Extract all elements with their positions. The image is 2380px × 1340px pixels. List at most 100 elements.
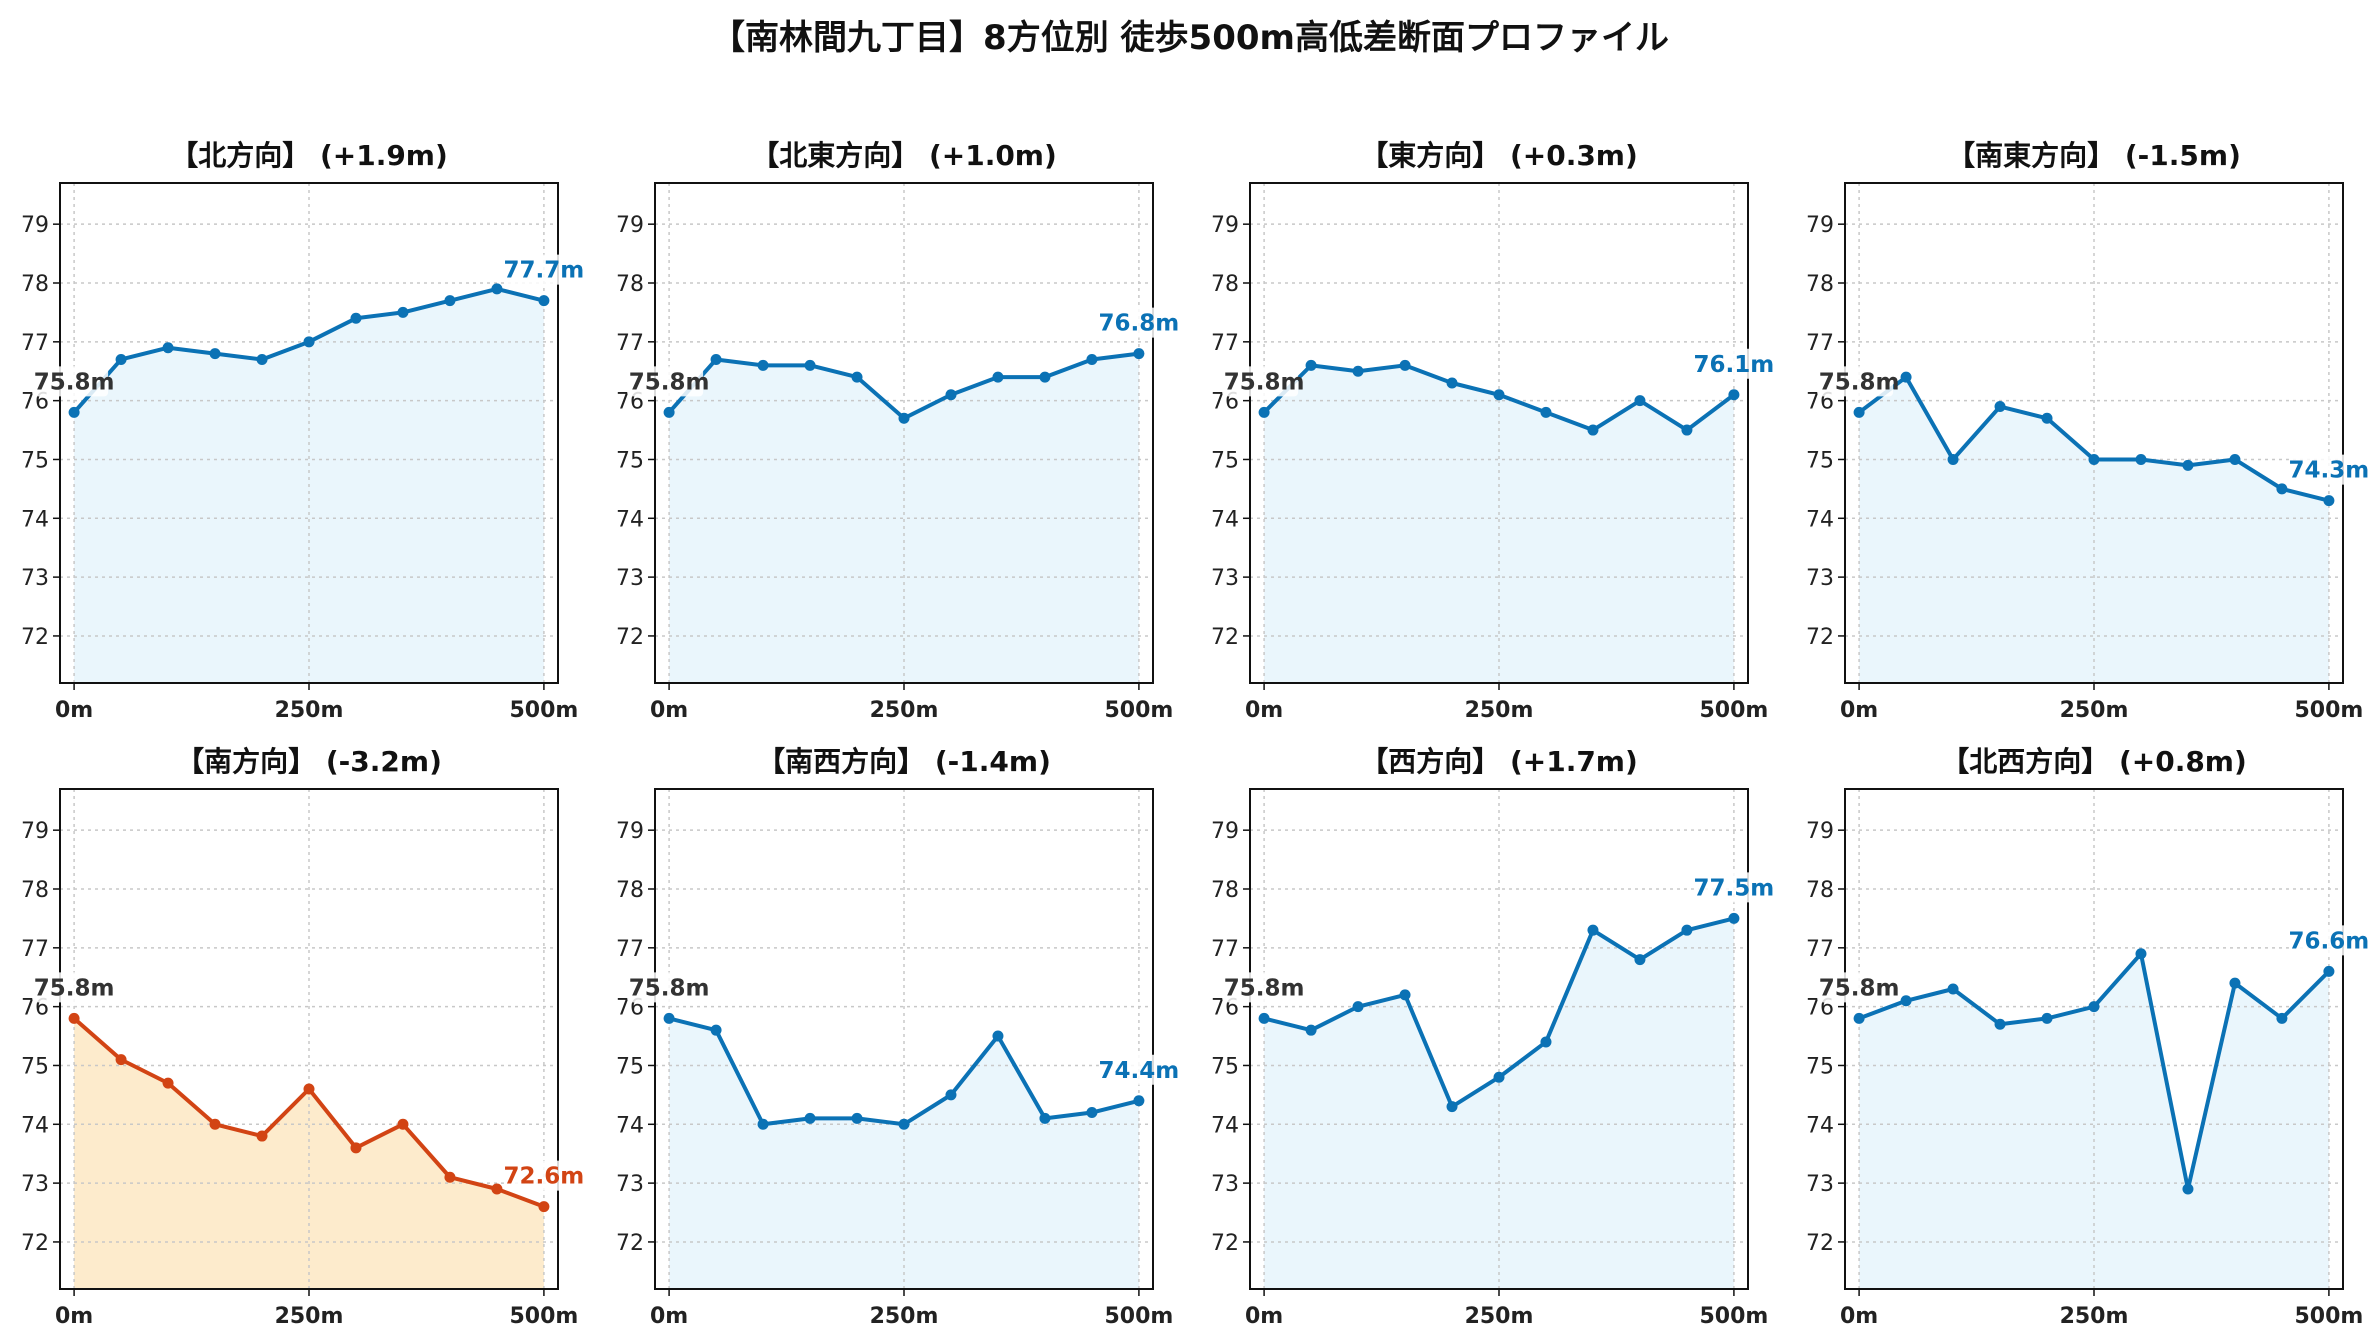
chart-title: 【南方向】 (-3.2m)	[176, 745, 442, 778]
data-point	[1493, 389, 1505, 401]
data-point	[68, 1012, 80, 1024]
data-point	[1947, 453, 1959, 465]
y-tick-label: 79	[1806, 819, 1834, 844]
start-label-background	[1222, 366, 1299, 397]
data-point	[1133, 348, 1145, 360]
x-tick-label: 0m	[55, 698, 93, 723]
data-point	[1039, 1112, 1051, 1124]
grid-lines	[1250, 183, 1748, 683]
data-point	[992, 1030, 1004, 1042]
x-tick-label: 500m	[509, 698, 578, 723]
x-tick-label: 0m	[1245, 698, 1283, 723]
y-tick-label: 73	[1806, 566, 1834, 591]
data-point	[303, 336, 315, 348]
y-tick-label: 73	[1806, 1172, 1834, 1197]
data-point	[898, 412, 910, 424]
data-point	[757, 359, 769, 371]
chart-title: 【南東方向】 (-1.5m)	[1947, 139, 2241, 172]
y-tick-label: 79	[616, 213, 644, 238]
y-tick-label: 72	[616, 1231, 644, 1256]
data-point	[209, 1118, 221, 1130]
y-tick-label: 77	[616, 937, 644, 962]
y-tick-label: 77	[1211, 937, 1239, 962]
data-point	[2041, 412, 2053, 424]
data-point	[710, 1024, 722, 1036]
data-point	[1399, 989, 1411, 1001]
x-tick-label: 250m	[275, 1304, 344, 1329]
y-tick-label: 77	[1806, 331, 1834, 356]
y-tick-label: 77	[616, 331, 644, 356]
data-point	[397, 306, 409, 318]
y-tick-label: 74	[616, 507, 644, 532]
y-tick-label: 79	[1211, 819, 1239, 844]
data-point	[1540, 1036, 1552, 1048]
y-tick-label: 78	[21, 272, 49, 297]
x-tick-label: 0m	[1840, 698, 1878, 723]
data-point	[1258, 406, 1270, 418]
data-point	[162, 1077, 174, 1089]
data-point	[804, 1112, 816, 1124]
y-tick-label: 72	[1806, 1231, 1834, 1256]
end-elevation-label: 76.1m	[1694, 352, 1775, 378]
area-fill	[1264, 365, 1734, 683]
y-tick-label: 73	[616, 566, 644, 591]
y-tick-label: 77	[21, 937, 49, 962]
start-elevation-label: 75.8m	[1819, 369, 1900, 395]
y-tick-label: 79	[21, 819, 49, 844]
y-tick-label: 78	[1806, 878, 1834, 903]
y-tick-label: 73	[21, 566, 49, 591]
x-tick-label: 250m	[1465, 698, 1534, 723]
start-label-background	[1222, 972, 1299, 1003]
data-point	[2229, 977, 2241, 989]
start-label-background	[1817, 972, 1894, 1003]
y-tick-label: 72	[21, 625, 49, 650]
data-point	[851, 371, 863, 383]
x-tick-label: 500m	[2294, 698, 2363, 723]
data-point	[2323, 495, 2335, 507]
x-tick-label: 250m	[275, 698, 344, 723]
grid-lines	[1250, 789, 1748, 1289]
y-tick-label: 74	[21, 1113, 49, 1138]
y-tick-label: 74	[1211, 1113, 1239, 1138]
data-point	[1446, 1101, 1458, 1113]
data-point	[1728, 912, 1740, 924]
end-elevation-label: 72.6m	[504, 1164, 585, 1190]
x-tick-label: 500m	[2294, 1304, 2363, 1329]
data-point	[1493, 1071, 1505, 1083]
chart-title: 【西方向】 (+1.7m)	[1360, 745, 1638, 778]
start-elevation-label: 75.8m	[629, 975, 710, 1001]
y-tick-label: 73	[616, 1172, 644, 1197]
y-tick-label: 78	[616, 272, 644, 297]
x-tick-label: 250m	[2060, 698, 2129, 723]
data-point	[804, 359, 816, 371]
y-tick-label: 77	[1211, 331, 1239, 356]
x-tick-label: 250m	[1465, 1304, 1534, 1329]
end-label-background	[1693, 348, 1770, 379]
data-point	[1634, 395, 1646, 407]
data-point	[2323, 965, 2335, 977]
y-tick-label: 75	[1211, 448, 1239, 473]
x-tick-label: 0m	[1840, 1304, 1878, 1329]
data-point	[1305, 1024, 1317, 1036]
data-point	[851, 1112, 863, 1124]
data-point	[1681, 924, 1693, 936]
data-point	[663, 1012, 675, 1024]
y-tick-label: 79	[1211, 213, 1239, 238]
start-elevation-label: 75.8m	[1224, 369, 1305, 395]
data-point	[898, 1118, 910, 1130]
y-tick-label: 78	[21, 878, 49, 903]
data-point	[1258, 1012, 1270, 1024]
area-fill	[1264, 918, 1734, 1289]
y-tick-label: 74	[1211, 507, 1239, 532]
grid-lines	[1845, 789, 2343, 1289]
end-label-background	[1098, 1054, 1175, 1085]
y-tick-label: 75	[616, 448, 644, 473]
data-point	[1728, 389, 1740, 401]
x-tick-label: 0m	[55, 1304, 93, 1329]
data-point	[350, 1142, 362, 1154]
